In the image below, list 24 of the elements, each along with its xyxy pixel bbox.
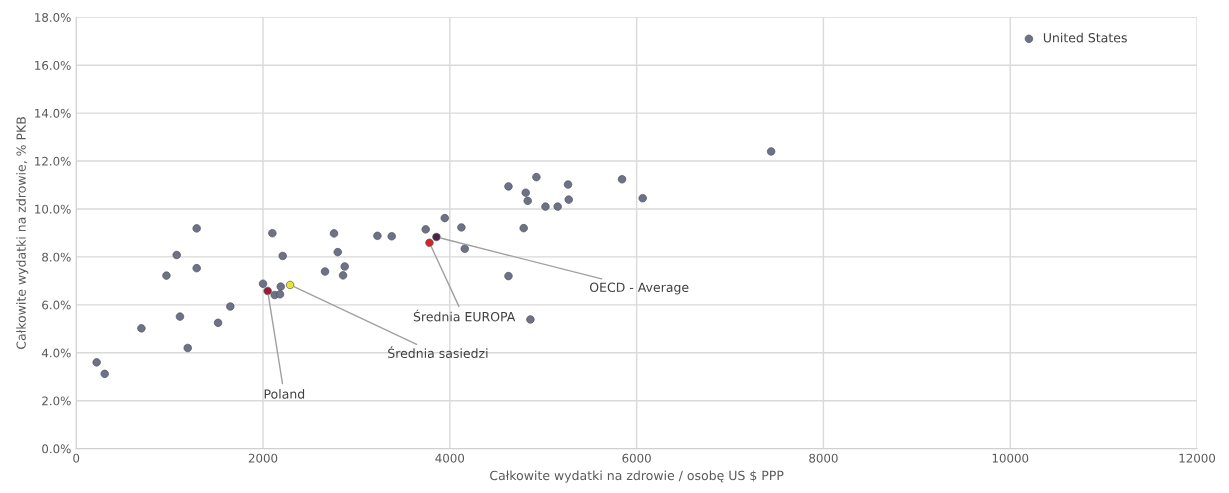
x-tick-label: 6000 <box>622 453 651 463</box>
annotation: Średnia sasiedzi <box>388 346 488 359</box>
y-tick-label: 14.0% <box>35 108 71 118</box>
x-tick-label: 0 <box>73 453 80 463</box>
y-tick-label: 2.0% <box>42 396 71 406</box>
y-tick-label: 10.0% <box>35 204 71 214</box>
x-axis-title: Całkowite wydatki na zdrowie / osobę US $ PPP <box>490 470 784 483</box>
y-tick-label: 8.0% <box>42 252 71 262</box>
x-tick-label: 10000 <box>992 453 1029 463</box>
x-tick-label: 2000 <box>248 453 278 463</box>
y-tick-label: 4.0% <box>41 348 71 358</box>
x-tick-label: 12000 <box>1179 453 1216 463</box>
y-tick-label: 18.0% <box>35 12 71 22</box>
y-tick-label: 0.0% <box>42 444 71 454</box>
x-tick-label: 4000 <box>435 453 465 463</box>
annotation: OECD - Average <box>589 282 689 295</box>
annotation: Poland <box>264 389 305 399</box>
y-axis-title: Całkowite wydatki na zdrowie, % PKB <box>16 117 29 349</box>
annotation: Średnia EUROPA <box>413 309 516 322</box>
y-tick-label: 16.0% <box>35 60 71 70</box>
y-tick-label: 12.0% <box>35 156 71 166</box>
y-tick-label: 6.0% <box>42 300 71 310</box>
x-tick-label: 8000 <box>809 453 838 463</box>
annotation: United States <box>1043 32 1127 43</box>
